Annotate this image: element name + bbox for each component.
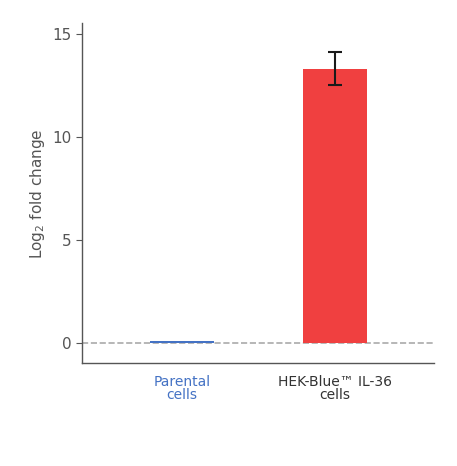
Text: Parental: Parental: [153, 375, 210, 389]
Text: cells: cells: [166, 388, 197, 402]
Text: cells: cells: [319, 388, 350, 402]
Bar: [303, 69, 367, 343]
Bar: [149, 341, 214, 343]
Text: HEK-Blue™ IL-36: HEK-Blue™ IL-36: [278, 375, 392, 389]
Y-axis label: Log$_2$ fold change: Log$_2$ fold change: [28, 128, 47, 259]
